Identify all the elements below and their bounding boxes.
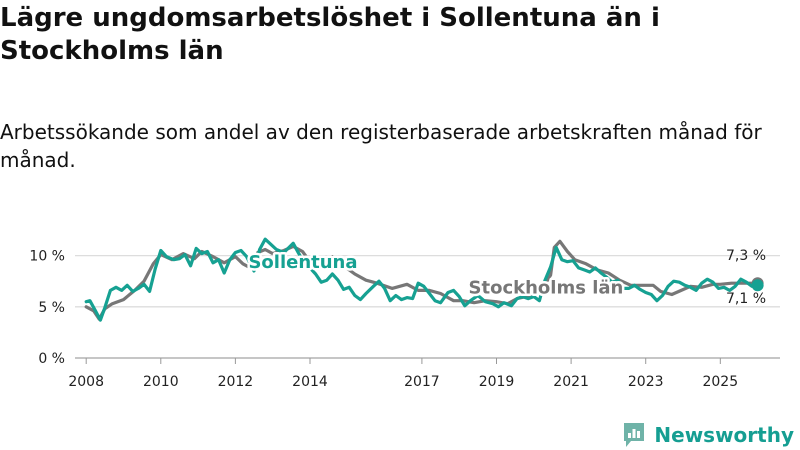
end-value-label-sollentuna: 7,1 % xyxy=(726,291,766,307)
y-tick-label: 10 % xyxy=(29,249,65,265)
x-tick-label: 2017 xyxy=(404,374,440,390)
series-labels: Sollentuna Stockholms län 7,3 % 7,1 % xyxy=(246,248,766,307)
x-tick-label: 2014 xyxy=(292,374,328,390)
series-lines xyxy=(84,237,764,322)
brand-name: Newsworthy xyxy=(654,423,794,447)
x-tick-label: 2012 xyxy=(218,374,254,390)
series-line-sollentuna xyxy=(84,237,760,322)
x-tick-label: 2019 xyxy=(479,374,515,390)
x-tick-label: 2008 xyxy=(68,374,104,390)
newsworthy-logo-icon xyxy=(624,423,645,447)
x-tick-label: 2021 xyxy=(553,374,589,390)
series-line-stockholms-lan xyxy=(84,239,760,321)
y-tick-label: 5 % xyxy=(38,300,65,316)
x-tick-label: 2023 xyxy=(628,374,664,390)
x-tick-label: 2025 xyxy=(702,374,738,390)
series-endpoint-sollentuna xyxy=(751,279,764,292)
gridlines: 0 % 5 % 10 % xyxy=(29,249,780,367)
x-tick-label: 2010 xyxy=(143,374,179,390)
x-axis: 2008 2010 2012 2014 2017 2019 2021 2023 2025 xyxy=(68,357,780,390)
end-value-label-stockholms-lan: 7,3 % xyxy=(726,248,766,264)
chart-title: Lägre ungdomsarbetslöshet i Sollentuna ä… xyxy=(0,3,660,66)
brand-logo[interactable]: Newsworthy xyxy=(622,420,794,450)
chart-subtitle: Arbetssökande som andel av den registerb… xyxy=(0,120,762,172)
series-label-sollentuna: Sollentuna xyxy=(248,252,357,273)
series-label-stockholms-lan: Stockholms län xyxy=(469,277,624,298)
y-tick-label: 0 % xyxy=(38,351,65,367)
